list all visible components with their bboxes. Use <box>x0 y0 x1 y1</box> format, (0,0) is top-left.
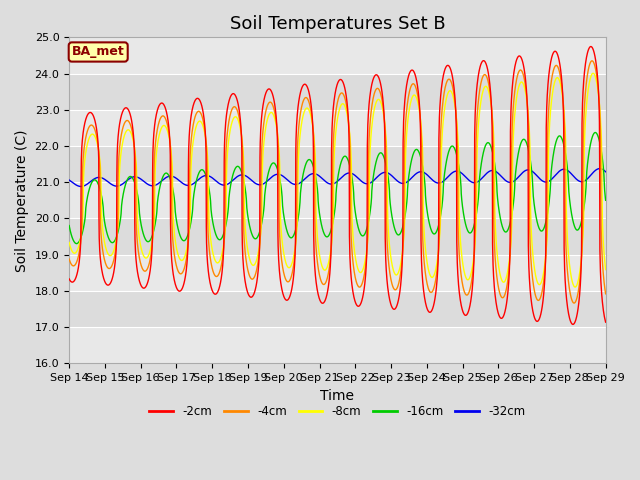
Text: BA_met: BA_met <box>72 46 125 59</box>
Bar <box>69 327 605 363</box>
Bar <box>69 218 605 255</box>
Bar <box>69 255 605 291</box>
Bar <box>69 110 605 146</box>
Legend: -2cm, -4cm, -8cm, -16cm, -32cm: -2cm, -4cm, -8cm, -16cm, -32cm <box>145 400 530 423</box>
Bar <box>69 73 605 110</box>
Y-axis label: Soil Temperature (C): Soil Temperature (C) <box>15 129 29 272</box>
Bar <box>69 182 605 218</box>
Title: Soil Temperatures Set B: Soil Temperatures Set B <box>230 15 445 33</box>
Bar <box>69 146 605 182</box>
X-axis label: Time: Time <box>321 389 355 403</box>
Bar <box>69 291 605 327</box>
Bar <box>69 37 605 73</box>
